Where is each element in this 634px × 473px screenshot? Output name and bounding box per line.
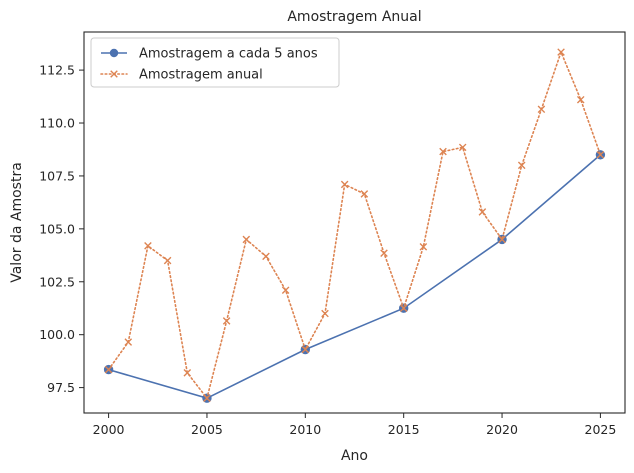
series-2-point [439,147,447,156]
x-marker [124,338,133,346]
x-marker [281,286,290,295]
legend-box [90,37,340,88]
x-tick-label: 2005 [191,422,223,437]
x-marker [380,249,388,257]
series-2-point [301,345,310,354]
y-tick-label: 105.0 [39,221,75,236]
legend-item-2: Amostragem anual [100,68,263,83]
series-2-point [340,180,349,189]
series-2-point [163,256,172,265]
x-marker [144,241,152,250]
series-2-point [380,249,388,257]
x-marker [340,180,349,189]
x-marker [104,365,113,374]
x-marker [517,161,526,170]
series-2-point [321,309,329,318]
x-marker [498,235,506,244]
series-2-point [576,95,585,104]
legend-label: Amostragem anual [139,68,263,83]
x-marker [458,143,467,152]
x-marker [596,150,605,159]
y-tick-label: 112.5 [39,63,75,78]
series-2-point [478,208,487,216]
x-marker [419,243,428,251]
series-2-point [517,161,526,170]
x-tick-label: 2015 [388,422,420,437]
series-2-point [281,286,290,295]
chart-title: Amostragem Anual [287,9,421,25]
x-marker [478,208,487,216]
x-axis-label: Ano [341,448,368,464]
series-2-point [557,48,565,56]
y-tick-label: 100.0 [39,327,75,342]
series-2-point [242,235,251,244]
series-2-point [262,252,270,261]
x-marker [576,95,585,104]
series-2-point [596,150,605,159]
y-axis-label: Valor da Amostra [9,162,25,283]
plot-frame [83,31,626,414]
series-line-2 [107,49,602,400]
x-marker [262,252,270,261]
legend-marker [110,70,118,78]
series-2-point [144,241,152,250]
y-tick-label: 110.0 [39,116,75,131]
x-tick-label: 2025 [585,422,617,437]
x-tick-label: 2000 [93,422,125,437]
x-marker [399,304,408,313]
x-marker [222,317,231,325]
series-2-point [360,190,369,198]
series-2-point [498,235,506,244]
legend-item-1: Amostragem a cada 5 anos [101,47,318,62]
x-marker [183,368,192,377]
legend: Amostragem a cada 5 anos Amostragem anual [90,37,340,88]
x-tick-label: 2010 [289,422,321,437]
x-marker [321,309,329,318]
y-tick-label: 97.5 [47,380,75,395]
series-2-point [124,338,133,346]
x-marker [163,256,172,265]
x-tick-label: 2020 [486,422,518,437]
series-2-point [419,243,428,251]
series-2-point [203,394,211,402]
x-marker [439,147,447,156]
x-marker [537,105,546,114]
series-2-point [399,304,408,313]
x-marker [301,345,310,354]
x-marker [360,190,369,198]
series-2-point [458,143,467,152]
x-marker [242,235,251,244]
x-axis: 2000 2005 2010 2015 2020 2025 [93,413,617,437]
series-2-point [222,317,231,325]
series-line-1 [108,154,601,400]
series-2-point [183,368,192,377]
legend-marker [109,48,119,58]
series-2-point [537,105,546,114]
y-tick-label: 107.5 [39,168,75,183]
legend-label: Amostragem a cada 5 anos [139,47,318,62]
x-marker [557,48,565,56]
x-marker [203,394,211,402]
plot-area [83,31,626,414]
y-tick-label: 102.5 [39,274,75,289]
series-2-point [104,365,113,374]
y-axis: 97.5 100.0 102.5 105.0 107.5 110.0 112.5 [39,63,84,395]
